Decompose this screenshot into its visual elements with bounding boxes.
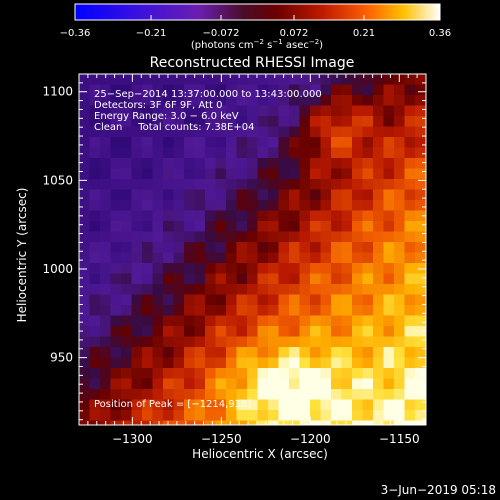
colorbar-unit: (photons cm−2 s−1 asec−2) [191,38,323,51]
colorbar-tick-label: 0.36 [429,28,451,39]
x-tick-label: −1300 [112,432,153,446]
annotation-energy-range: Energy Range: 3.0 − 6.0 keV [94,111,239,122]
plot-frame [78,73,427,426]
peak-position-label: Position of Peak = [−1214,938] [94,399,251,410]
y-tick-label: 950 [50,351,73,365]
colorbar-tick-label: −0.36 [60,28,91,39]
axis-ticks: −1300 −1250 −1200 −1150 950 1000 1050 1100 [42,73,427,446]
y-tick-label: 1100 [42,85,73,99]
colorbar [74,3,441,21]
x-axis-label: Heliocentric X (arcsec) [192,447,328,461]
annotation-time-range: 25−Sep−2014 13:37:00.000 to 13:43:00.000 [94,89,322,100]
colorbar-tick-label: −0.21 [136,28,167,39]
x-tick-label: −1150 [379,432,420,446]
heatmap-image [79,74,426,425]
y-axis-label: Heliocentric Y (arcsec) [15,188,29,323]
y-tick-label: 1050 [42,173,73,187]
colorbar-ticks: −0.36 −0.21 −0.072 0.072 0.21 0.36 [60,15,451,39]
colorbar-tick-label: 0.072 [280,28,309,39]
y-tick-label: 1000 [42,262,73,276]
annotation-detectors: Detectors: 3F 6F 9F, Att 0 [94,100,222,111]
x-tick-label: −1200 [290,432,331,446]
footer-date: 3−Jun−2019 05:18 [381,483,496,497]
x-tick-label: −1250 [201,432,242,446]
colorbar-tick-label: 0.21 [353,28,375,39]
annotation-clean-counts: Clean Total counts: 7.38E+04 [94,122,254,133]
colorbar-tick-label: −0.072 [202,28,239,39]
chart-title: Reconstructed RHESSI Image [150,55,355,71]
annotation-block: 25−Sep−2014 13:37:00.000 to 13:43:00.000… [94,89,322,133]
